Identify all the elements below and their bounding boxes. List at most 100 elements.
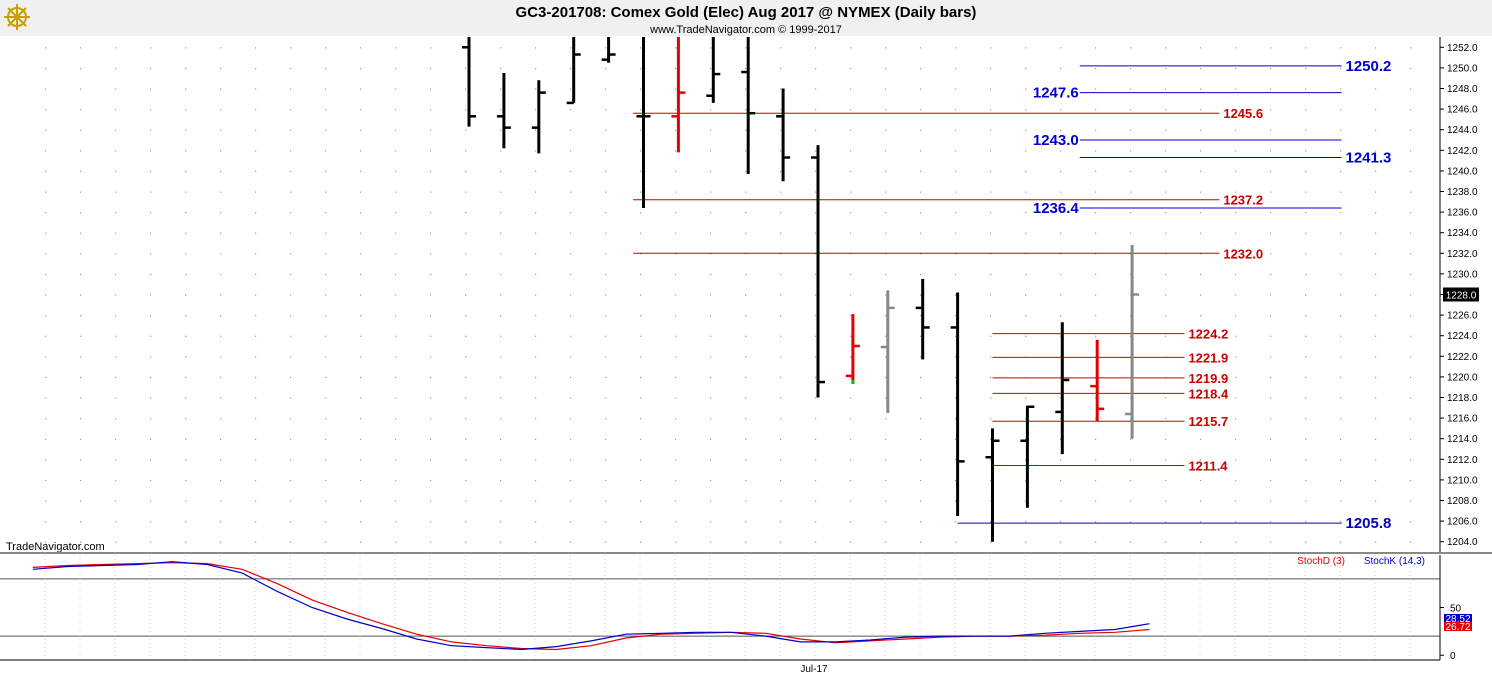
grid-dot	[535, 150, 537, 152]
grid-dot	[45, 109, 47, 111]
grid-dot	[185, 253, 187, 255]
grid-dot	[1305, 253, 1307, 255]
grid-dot	[745, 541, 747, 543]
trading-ship-wheel-icon	[4, 4, 30, 30]
grid-dot	[1200, 479, 1202, 482]
grid-dot	[115, 356, 117, 358]
grid-dot	[850, 438, 852, 440]
grid-dot	[220, 521, 222, 523]
grid-dot	[920, 253, 922, 255]
grid-dot	[325, 212, 327, 214]
grid-dot	[185, 47, 187, 49]
grid-dot	[605, 109, 607, 111]
grid-dot	[1270, 459, 1272, 461]
grid-dot	[1340, 129, 1342, 131]
grid-dot	[535, 500, 537, 502]
grid-dot	[605, 418, 607, 420]
grid-dot	[570, 376, 572, 379]
grid-dot	[150, 232, 152, 234]
grid-dot	[850, 356, 852, 358]
level-label: 1211.4	[1188, 458, 1228, 473]
grid-dot	[1165, 294, 1167, 296]
grid-dot	[850, 541, 852, 543]
grid-dot	[360, 397, 362, 399]
grid-dot	[1270, 109, 1272, 111]
grid-dot	[1060, 88, 1062, 90]
grid-dot	[1270, 356, 1272, 358]
grid-dot	[745, 212, 747, 214]
grid-dot	[535, 88, 537, 90]
grid-dot	[535, 47, 537, 49]
grid-dot	[290, 315, 292, 317]
price-tick-label: 1212.0	[1447, 455, 1478, 466]
grid-dot	[1165, 479, 1167, 482]
grid-dot	[325, 88, 327, 90]
grid-dot	[1235, 500, 1237, 502]
grid-dot	[815, 150, 817, 152]
grid-dot	[920, 67, 922, 70]
grid-dot	[325, 479, 327, 482]
grid-dot	[500, 521, 502, 523]
price-tick-label: 1206.0	[1447, 517, 1478, 528]
grid-dot	[360, 294, 362, 296]
grid-dot	[115, 479, 117, 482]
grid-dot	[255, 273, 257, 276]
grid-dot	[850, 109, 852, 111]
grid-dot	[395, 479, 397, 482]
grid-dot	[780, 521, 782, 523]
grid-dot	[535, 212, 537, 214]
grid-dot	[885, 459, 887, 461]
grid-dot	[185, 459, 187, 461]
grid-dot	[605, 376, 607, 379]
grid-dot	[570, 170, 572, 173]
grid-dot	[885, 191, 887, 193]
grid-dot	[780, 438, 782, 440]
grid-dot	[1095, 438, 1097, 440]
grid-dot	[150, 294, 152, 296]
grid-dot	[185, 315, 187, 317]
grid-dot	[745, 47, 747, 49]
grid-dot	[430, 212, 432, 214]
grid-dot	[640, 170, 642, 173]
grid-dot	[1235, 253, 1237, 255]
grid-dot	[1200, 67, 1202, 70]
grid-dot	[1165, 150, 1167, 152]
grid-dot	[885, 521, 887, 523]
grid-dot	[1270, 232, 1272, 234]
grid-dot	[220, 212, 222, 214]
grid-dot	[955, 212, 957, 214]
grid-dot	[885, 541, 887, 543]
grid-dot	[465, 418, 467, 420]
grid-dot	[325, 150, 327, 152]
grid-dot	[780, 129, 782, 131]
grid-dot	[395, 294, 397, 296]
grid-dot	[780, 232, 782, 234]
grid-dot	[1410, 212, 1412, 214]
grid-dot	[815, 191, 817, 193]
grid-dot	[1235, 438, 1237, 440]
grid-dot	[1095, 294, 1097, 296]
grid-dot	[1270, 438, 1272, 440]
grid-dot	[255, 418, 257, 420]
grid-dot	[955, 253, 957, 255]
price-tick-label: 1210.0	[1447, 475, 1478, 486]
grid-dot	[395, 129, 397, 131]
grid-dot	[80, 335, 82, 337]
grid-dot	[430, 129, 432, 131]
grid-dot	[605, 253, 607, 255]
grid-dot	[360, 67, 362, 70]
grid-dot	[290, 170, 292, 173]
grid-dot	[570, 232, 572, 234]
grid-dot	[535, 521, 537, 523]
grid-dot	[1305, 479, 1307, 482]
grid-dot	[605, 232, 607, 234]
grid-dot	[1340, 47, 1342, 49]
grid-dot	[1200, 129, 1202, 131]
grid-dot	[1165, 88, 1167, 90]
grid-dot	[325, 67, 327, 70]
grid-dot	[255, 67, 257, 70]
grid-dot	[850, 521, 852, 523]
grid-dot	[710, 479, 712, 482]
level-label: 1221.9	[1188, 350, 1228, 365]
grid-dot	[1235, 479, 1237, 482]
